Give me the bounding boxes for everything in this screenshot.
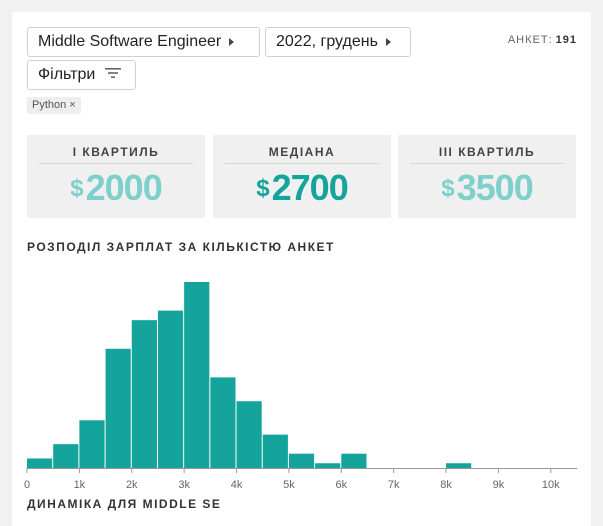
period-dropdown[interactable]: 2022, грудень xyxy=(265,27,411,57)
histogram-bar xyxy=(131,320,157,468)
stat-q1-value: $2000 xyxy=(27,167,205,209)
histogram-title: РОЗПОДІЛ ЗАРПЛАТ ЗА КІЛЬКІСТЮ АНКЕТ xyxy=(27,240,335,254)
remove-tag-icon[interactable]: × xyxy=(69,99,76,111)
histogram-bar xyxy=(157,310,184,468)
x-tick-label: 8k xyxy=(440,479,452,491)
currency-symbol: $ xyxy=(70,175,84,202)
currency-symbol: $ xyxy=(441,175,455,202)
x-tick-label: 0 xyxy=(24,479,30,491)
histogram-bar xyxy=(105,348,131,468)
x-tick-label: 5k xyxy=(283,479,295,491)
x-tick-label: 10k xyxy=(542,479,560,491)
x-tick-label: 2k xyxy=(126,479,138,491)
position-dropdown-label: Middle Software Engineer xyxy=(38,33,222,50)
histogram-bar xyxy=(184,282,210,468)
histogram-bar xyxy=(236,401,262,468)
stat-q3-value: $3500 xyxy=(398,167,576,209)
period-dropdown-label: 2022, грудень xyxy=(276,33,378,50)
stat-first-quartile: I КВАРТИЛЬ $2000 xyxy=(27,135,205,218)
salary-card: Middle Software Engineer 2022, грудень А… xyxy=(12,12,591,526)
stat-q1-number: 2000 xyxy=(85,167,163,208)
histogram-bar xyxy=(315,463,341,468)
filters-button[interactable]: Фільтри xyxy=(27,60,136,90)
histogram-bar xyxy=(210,377,236,468)
x-tick-label: 3k xyxy=(178,479,190,491)
histogram-bar xyxy=(446,463,472,468)
caret-right-icon xyxy=(385,38,391,46)
filter-tag-python[interactable]: Python × xyxy=(27,97,81,114)
histogram-bar xyxy=(288,453,315,468)
stat-median: МЕДІАНА $2700 xyxy=(213,135,391,218)
filters-button-label: Фільтри xyxy=(38,66,96,83)
stat-median-label: МЕДІАНА xyxy=(225,145,379,164)
stat-third-quartile: III КВАРТИЛЬ $3500 xyxy=(398,135,576,218)
x-tick-label: 7k xyxy=(388,479,400,491)
position-dropdown[interactable]: Middle Software Engineer xyxy=(27,27,260,57)
responses-count: АНКЕТ: 191 xyxy=(508,34,577,46)
stat-q3-number: 3500 xyxy=(456,167,534,208)
stat-median-value: $2700 xyxy=(213,167,391,209)
histogram-bar xyxy=(79,420,105,468)
currency-symbol: $ xyxy=(256,175,270,202)
filter-tag-label: Python xyxy=(32,99,67,111)
x-tick-label: 6k xyxy=(335,479,347,491)
x-tick-label: 4k xyxy=(231,479,243,491)
histogram-bar xyxy=(341,453,367,468)
caret-right-icon xyxy=(229,38,235,46)
histogram-bar xyxy=(262,434,288,468)
filter-lines-icon xyxy=(105,66,122,84)
histogram-bar xyxy=(53,444,79,468)
dynamics-title: ДИНАМІКА ДЛЯ MIDDLE SE xyxy=(27,497,222,511)
stat-median-number: 2700 xyxy=(271,167,349,208)
histogram-bar xyxy=(27,458,53,468)
stat-q3-label: III КВАРТИЛЬ xyxy=(410,145,564,164)
responses-count-label: АНКЕТ: xyxy=(507,34,553,46)
stat-q1-label: I КВАРТИЛЬ xyxy=(39,145,193,164)
responses-count-value: 191 xyxy=(555,34,577,46)
salary-histogram: 0 1k 2k 3k 4k 5k 6k 7k 8k 9k 10k xyxy=(24,282,577,491)
x-tick-label: 1k xyxy=(74,479,86,491)
x-tick-label: 9k xyxy=(493,479,505,491)
